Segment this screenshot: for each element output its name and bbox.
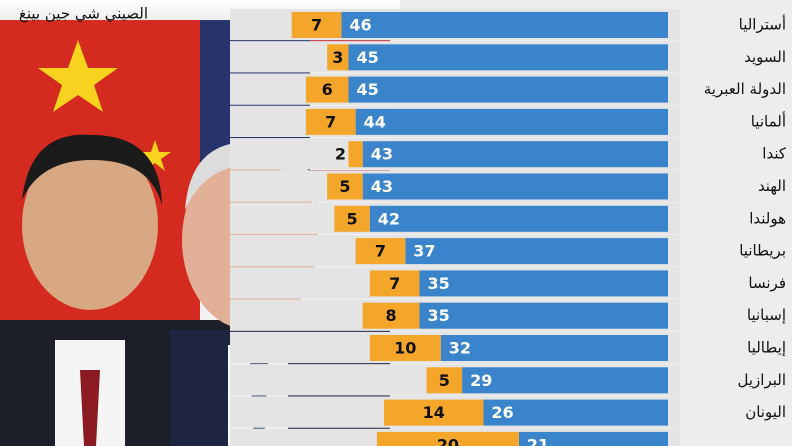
bar-segment (305, 108, 356, 135)
value-label: 3 (332, 48, 343, 67)
value-label: 5 (439, 371, 450, 390)
bar-segment (426, 367, 463, 394)
bar-segment (483, 399, 668, 426)
category-label: بريطانيا (739, 242, 786, 260)
category-label: إسبانيا (747, 306, 786, 324)
value-label: 32 (449, 339, 471, 358)
value-label: 43 (371, 177, 393, 196)
value-label: 20 (437, 435, 459, 446)
category-label: الهند (758, 177, 786, 195)
bar-segment (369, 270, 420, 297)
value-label: 6 (322, 80, 333, 99)
value-label: 37 (413, 242, 435, 261)
value-label: 10 (394, 339, 416, 358)
category-label: ألمانيا (751, 111, 786, 130)
bar-segment (362, 173, 668, 200)
value-label: 7 (389, 274, 400, 293)
bar-segment (376, 431, 519, 446)
category-label: أستراليا (739, 15, 786, 34)
value-label: 5 (346, 209, 357, 228)
value-label: 14 (423, 403, 445, 422)
value-label: 29 (470, 371, 492, 390)
bar-segment (341, 12, 668, 38)
bar-segment (462, 367, 668, 394)
caption: الصيني شي جين بينغ (19, 5, 148, 24)
bar-segment (355, 108, 668, 135)
value-label: 46 (349, 16, 371, 35)
value-label: 45 (357, 48, 379, 67)
bar-segment (362, 141, 668, 168)
bar-segment (348, 141, 363, 168)
value-label: 43 (371, 145, 393, 164)
bar-segment (305, 76, 349, 103)
value-label: 7 (325, 112, 336, 131)
bar-segment (518, 431, 668, 446)
category-label: السويد (744, 48, 786, 66)
bar-segment (348, 76, 668, 103)
bar-segment (355, 238, 406, 265)
value-label: 21 (527, 435, 549, 446)
value-label: 7 (375, 242, 386, 261)
bar-segment (348, 44, 668, 71)
value-label: 45 (357, 80, 379, 99)
category-label: اليونان (745, 403, 786, 421)
category-label: الدولة العبرية (704, 80, 786, 98)
bar-segment (419, 302, 668, 329)
bar-segment (327, 173, 363, 200)
category-label: إيطاليا (747, 339, 786, 357)
value-label: 8 (386, 306, 397, 325)
value-label: 5 (339, 177, 350, 196)
value-label: 7 (311, 16, 322, 35)
value-label: 2 (335, 145, 346, 164)
bar-segment (369, 205, 668, 232)
value-label: 26 (491, 403, 513, 422)
category-label: كندا (762, 145, 787, 163)
bar-segment (291, 12, 342, 38)
category-label: البرازيل (738, 371, 787, 389)
bar-segment (334, 205, 370, 232)
bar-segment (405, 238, 668, 265)
bar-segment (362, 302, 420, 329)
value-label: 35 (428, 306, 450, 325)
bar-segment (327, 44, 349, 71)
bar-segment (440, 335, 668, 361)
bar-segment (384, 399, 484, 426)
bars: 46 7 أستراليا 45 3 السويد 45 6 الدولة العبرية 44 7… (230, 8, 787, 446)
value-label: 42 (378, 209, 400, 228)
category-label: فرنسا (748, 274, 786, 292)
bar-segment (369, 335, 441, 361)
value-label: 44 (364, 112, 386, 131)
value-label: 35 (428, 274, 450, 293)
bar-segment (419, 270, 668, 297)
category-label: هولندا (749, 209, 786, 227)
